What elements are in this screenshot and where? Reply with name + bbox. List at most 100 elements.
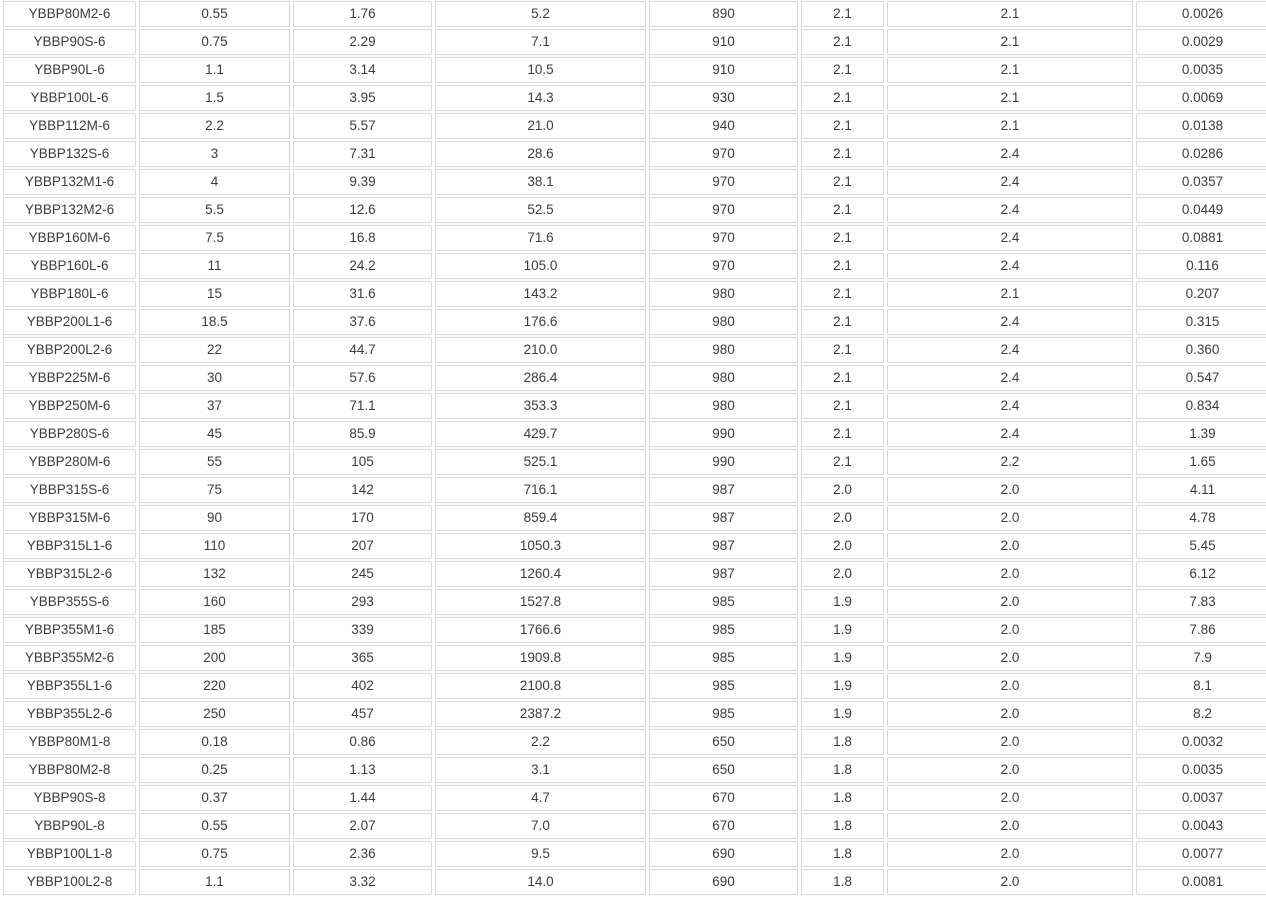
cell-ratio_a: 1.9 [801, 589, 884, 615]
cell-ratio_b: 2.0 [887, 869, 1133, 895]
cell-model: YBBP90S-8 [3, 785, 136, 811]
cell-inertia: 0.834 [1136, 393, 1266, 419]
cell-inertia: 5.45 [1136, 533, 1266, 559]
cell-ratio_a: 1.8 [801, 813, 884, 839]
cell-ratio_a: 2.1 [801, 141, 884, 167]
cell-ratio_a: 2.1 [801, 449, 884, 475]
cell-current_a: 0.86 [293, 729, 432, 755]
cell-ratio_b: 2.0 [887, 757, 1133, 783]
cell-torque_nm: 2.2 [435, 729, 646, 755]
cell-inertia: 0.0035 [1136, 57, 1266, 83]
cell-ratio_a: 2.0 [801, 561, 884, 587]
cell-ratio_a: 2.1 [801, 253, 884, 279]
cell-current_a: 5.57 [293, 113, 432, 139]
cell-ratio_b: 2.1 [887, 113, 1133, 139]
cell-power_kw: 22 [139, 337, 290, 363]
cell-power_kw: 2.2 [139, 113, 290, 139]
cell-model: YBBP80M2-8 [3, 757, 136, 783]
cell-torque_nm: 14.0 [435, 869, 646, 895]
cell-inertia: 8.1 [1136, 673, 1266, 699]
cell-power_kw: 3 [139, 141, 290, 167]
cell-inertia: 1.65 [1136, 449, 1266, 475]
cell-speed_rpm: 980 [649, 393, 798, 419]
cell-power_kw: 0.75 [139, 841, 290, 867]
cell-power_kw: 185 [139, 617, 290, 643]
cell-ratio_a: 2.1 [801, 57, 884, 83]
cell-model: YBBP160M-6 [3, 225, 136, 251]
cell-speed_rpm: 670 [649, 813, 798, 839]
cell-ratio_a: 1.9 [801, 645, 884, 671]
cell-model: YBBP250M-6 [3, 393, 136, 419]
cell-inertia: 0.315 [1136, 309, 1266, 335]
cell-model: YBBP200L1-6 [3, 309, 136, 335]
cell-ratio_b: 2.0 [887, 673, 1133, 699]
cell-inertia: 7.9 [1136, 645, 1266, 671]
cell-current_a: 170 [293, 505, 432, 531]
cell-power_kw: 1.1 [139, 869, 290, 895]
cell-inertia: 0.547 [1136, 365, 1266, 391]
cell-torque_nm: 1050.3 [435, 533, 646, 559]
cell-model: YBBP355S-6 [3, 589, 136, 615]
cell-power_kw: 160 [139, 589, 290, 615]
cell-ratio_b: 2.4 [887, 169, 1133, 195]
cell-power_kw: 75 [139, 477, 290, 503]
cell-speed_rpm: 987 [649, 505, 798, 531]
cell-speed_rpm: 980 [649, 309, 798, 335]
cell-model: YBBP132M2-6 [3, 197, 136, 223]
cell-torque_nm: 1766.6 [435, 617, 646, 643]
cell-speed_rpm: 650 [649, 729, 798, 755]
cell-ratio_a: 2.1 [801, 393, 884, 419]
cell-current_a: 207 [293, 533, 432, 559]
cell-model: YBBP90L-8 [3, 813, 136, 839]
cell-power_kw: 5.5 [139, 197, 290, 223]
cell-power_kw: 0.75 [139, 29, 290, 55]
cell-model: YBBP180L-6 [3, 281, 136, 307]
cell-current_a: 3.32 [293, 869, 432, 895]
cell-current_a: 24.2 [293, 253, 432, 279]
cell-current_a: 37.6 [293, 309, 432, 335]
cell-inertia: 0.116 [1136, 253, 1266, 279]
cell-torque_nm: 21.0 [435, 113, 646, 139]
cell-ratio_b: 2.0 [887, 505, 1133, 531]
cell-speed_rpm: 987 [649, 477, 798, 503]
cell-ratio_b: 2.0 [887, 589, 1133, 615]
cell-ratio_a: 2.1 [801, 225, 884, 251]
cell-model: YBBP132S-6 [3, 141, 136, 167]
cell-ratio_a: 2.0 [801, 477, 884, 503]
cell-power_kw: 0.25 [139, 757, 290, 783]
cell-torque_nm: 143.2 [435, 281, 646, 307]
cell-ratio_b: 2.4 [887, 393, 1133, 419]
cell-ratio_a: 2.1 [801, 337, 884, 363]
cell-power_kw: 7.5 [139, 225, 290, 251]
cell-ratio_b: 2.0 [887, 477, 1133, 503]
cell-inertia: 0.360 [1136, 337, 1266, 363]
cell-current_a: 293 [293, 589, 432, 615]
cell-inertia: 0.0286 [1136, 141, 1266, 167]
cell-ratio_a: 2.1 [801, 281, 884, 307]
cell-inertia: 0.0081 [1136, 869, 1266, 895]
cell-power_kw: 0.55 [139, 813, 290, 839]
cell-ratio_a: 2.1 [801, 421, 884, 447]
cell-current_a: 85.9 [293, 421, 432, 447]
cell-current_a: 57.6 [293, 365, 432, 391]
cell-current_a: 1.44 [293, 785, 432, 811]
cell-model: YBBP355M1-6 [3, 617, 136, 643]
cell-model: YBBP160L-6 [3, 253, 136, 279]
cell-ratio_b: 2.0 [887, 561, 1133, 587]
cell-speed_rpm: 985 [649, 589, 798, 615]
cell-model: YBBP100L2-8 [3, 869, 136, 895]
cell-model: YBBP80M1-8 [3, 729, 136, 755]
cell-inertia: 0.0035 [1136, 757, 1266, 783]
cell-power_kw: 0.37 [139, 785, 290, 811]
